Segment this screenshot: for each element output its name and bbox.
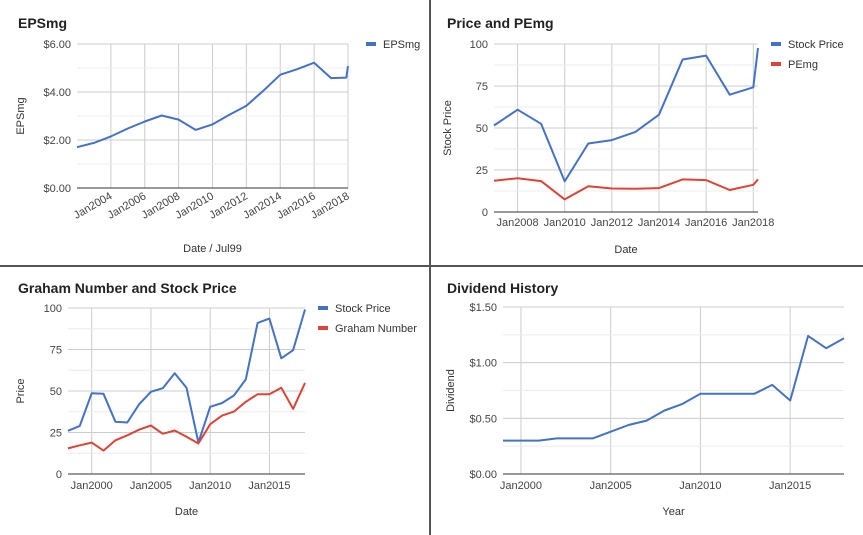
x-tick-label: Jan2014 — [638, 217, 680, 229]
price-pemg-chart-panel: 0 25 50 75 100 Jan2008 Jan2010 Jan2012 Jan2014 Ja… — [431, 2, 861, 265]
chart-svg: 0 25 50 75 100 Jan2000 Jan2005 Jan2010 Jan2015 Da… — [15, 303, 417, 518]
y-tick-label: 25 — [476, 165, 488, 177]
y-axis-title: Stock Price — [442, 100, 454, 156]
y-tick-label: $0.00 — [469, 469, 497, 481]
legend-swatch — [318, 326, 328, 330]
x-tick-label: Jan2000 — [71, 480, 113, 492]
legend-label: Stock Price — [788, 39, 844, 51]
x-tick-label: Jan2005 — [130, 480, 172, 492]
chart-title: Graham Number and Stock Price — [18, 280, 237, 296]
y-axis-title: Price — [15, 378, 27, 403]
x-tick-label: Jan2015 — [769, 480, 811, 492]
legend-label: PEmg — [788, 59, 818, 71]
legend-swatch — [366, 42, 376, 46]
legend-swatch — [318, 306, 328, 310]
series-line-epsmg — [76, 61, 349, 149]
horizontal-divider — [0, 265, 863, 267]
y-tick-label: 100 — [470, 39, 488, 51]
chart-title: EPSmg — [18, 15, 68, 31]
y-axis-title: EPSmg — [15, 97, 27, 134]
x-tick-label: Jan2018 — [732, 217, 774, 229]
dividend-history-chart-panel: $0.00 $0.50 $1.00 $1.50 Jan2000 Jan2005 Jan201… — [431, 267, 861, 533]
epsmg-chart-panel: $0.00 $2.00 $4.00 $6.00 Jan2004 Jan2006 Jan200… — [2, 2, 429, 265]
chart-svg: $0.00$2.00$4.00$6.00Jan2004Jan2006Jan200… — [15, 39, 420, 255]
y-tick-label: $0.50 — [469, 413, 497, 425]
series-line-series — [503, 334, 845, 442]
series-line-stock-price — [67, 309, 306, 444]
series-line-stock-price — [493, 47, 759, 183]
y-tick-label: $1.50 — [469, 302, 497, 314]
chart-title: Price and PEmg — [447, 15, 554, 31]
series-line-graham-number — [67, 382, 306, 452]
y-tick-label: $2.00 — [43, 135, 71, 147]
vertical-divider — [429, 0, 431, 535]
y-tick-label: 50 — [50, 386, 62, 398]
y-tick-label: $4.00 — [43, 87, 71, 99]
x-axis-title: Year — [662, 506, 685, 518]
x-tick-label: Jan2005 — [590, 480, 632, 492]
x-tick-label: Jan2010 — [189, 480, 231, 492]
y-tick-label: 0 — [482, 207, 488, 219]
x-tick-label: Jan2012 — [591, 217, 633, 229]
x-tick-label: Jan2008 — [496, 217, 538, 229]
x-tick-label: Jan2016 — [685, 217, 727, 229]
chart-title: Dividend History — [447, 280, 559, 296]
chart-svg: $0.00 $0.50 $1.00 $1.50 Jan2000 Jan2005 Jan201… — [445, 302, 845, 518]
legend-label: Stock Price — [335, 303, 391, 315]
legend-label: EPSmg — [383, 39, 420, 51]
series-line-pemg — [493, 177, 759, 201]
y-tick-label: 25 — [50, 428, 62, 440]
x-tick-label: Jan2000 — [500, 480, 542, 492]
x-tick-label: Jan2010 — [544, 217, 586, 229]
y-tick-label: 75 — [50, 345, 62, 357]
x-tick-label: Jan2010 — [679, 480, 721, 492]
y-tick-label: 50 — [476, 123, 488, 135]
y-tick-label: 0 — [56, 469, 62, 481]
legend-swatch — [771, 62, 781, 66]
y-tick-label: $6.00 — [43, 39, 71, 51]
legend-swatch — [771, 42, 781, 46]
x-axis-title: Date — [614, 244, 637, 256]
x-tick-label: Jan2018 — [309, 190, 352, 222]
y-tick-label: $0.00 — [43, 183, 71, 195]
y-tick-label: $1.00 — [469, 358, 497, 370]
y-tick-label: 75 — [476, 81, 488, 93]
x-axis-title: Date / Jul99 — [183, 243, 242, 255]
legend-label: Graham Number — [335, 323, 417, 335]
x-tick-label: Jan2015 — [248, 480, 290, 492]
chart-svg: 0 25 50 75 100 Jan2008 Jan2010 Jan2012 Jan2014 Ja… — [442, 39, 844, 256]
graham-number-chart-panel: 0 25 50 75 100 Jan2000 Jan2005 Jan2010 Jan2015 Da… — [2, 267, 429, 533]
y-tick-label: 100 — [44, 303, 62, 315]
x-axis-title: Date — [175, 506, 198, 518]
y-axis-title: Dividend — [445, 369, 457, 412]
